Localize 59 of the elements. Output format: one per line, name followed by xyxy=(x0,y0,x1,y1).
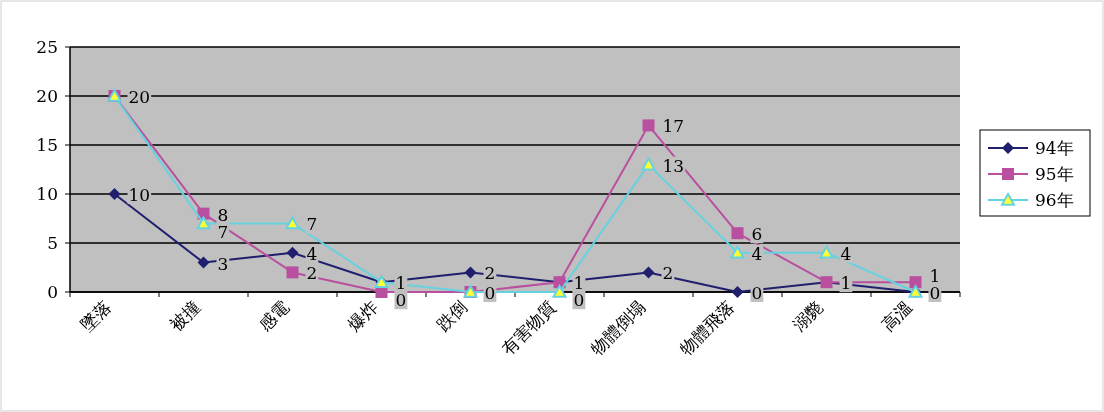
x-tick-label: 高溫 xyxy=(878,296,917,335)
x-tick-label: 墜落 xyxy=(77,296,116,335)
data-label: 0 xyxy=(484,283,496,303)
point xyxy=(642,119,655,132)
data-label: 20 xyxy=(128,87,151,107)
x-tick-label: 物體倒塌 xyxy=(587,296,650,359)
data-label: 0 xyxy=(395,290,407,311)
point xyxy=(731,227,744,240)
point xyxy=(286,266,299,279)
point xyxy=(641,157,656,171)
data-label: 1 xyxy=(395,273,407,294)
y-tick-label: 25 xyxy=(36,37,58,57)
data-label: 4 xyxy=(751,243,763,264)
data-label: 1 xyxy=(840,273,852,294)
x-tick-label: 爆炸 xyxy=(344,296,383,335)
point xyxy=(197,256,210,269)
x-tick-label: 有害物質 xyxy=(498,296,561,359)
point xyxy=(552,285,567,298)
data-label: 0 xyxy=(929,283,941,303)
point xyxy=(642,266,655,279)
y-tick-label: 15 xyxy=(36,135,58,155)
x-tick-label: 跌倒 xyxy=(433,296,472,335)
legend-label: 96年 xyxy=(1035,190,1074,210)
x-tick-label: 被撞 xyxy=(166,296,205,335)
data-label: 2 xyxy=(484,263,496,284)
y-tick-label: 10 xyxy=(36,184,58,204)
data-label: 7 xyxy=(217,221,229,242)
point xyxy=(819,245,834,259)
y-tick-label: 5 xyxy=(47,233,58,253)
point xyxy=(108,188,121,200)
legend-label: 95年 xyxy=(1035,164,1074,184)
data-label: 3 xyxy=(217,253,229,274)
data-label: 4 xyxy=(306,243,318,264)
data-label: 10 xyxy=(128,185,151,205)
x-tick-label: 物體飛落 xyxy=(676,296,739,359)
legend-label: 94年 xyxy=(1035,138,1074,158)
data-label: 13 xyxy=(662,155,685,176)
point xyxy=(730,245,745,259)
point xyxy=(464,266,477,279)
point xyxy=(286,246,299,259)
point xyxy=(909,276,922,289)
point xyxy=(731,286,744,298)
data-label: 1 xyxy=(929,266,941,286)
data-label: 2 xyxy=(662,263,674,284)
y-tick-label: 0 xyxy=(47,282,58,302)
y-tick-label: 20 xyxy=(36,86,58,106)
data-label: 0 xyxy=(573,290,585,311)
point xyxy=(285,216,300,230)
data-label: 17 xyxy=(662,116,685,137)
x-tick-label: 感電 xyxy=(255,296,294,335)
data-label: 1 xyxy=(573,273,585,294)
data-label: 6 xyxy=(751,224,763,245)
data-label: 7 xyxy=(306,214,318,235)
x-tick-label: 溺斃 xyxy=(789,296,828,335)
data-label: 8 xyxy=(217,204,229,225)
point xyxy=(196,216,211,230)
data-label: 2 xyxy=(306,263,318,284)
data-label: 4 xyxy=(840,243,852,264)
data-label: 0 xyxy=(751,283,763,303)
